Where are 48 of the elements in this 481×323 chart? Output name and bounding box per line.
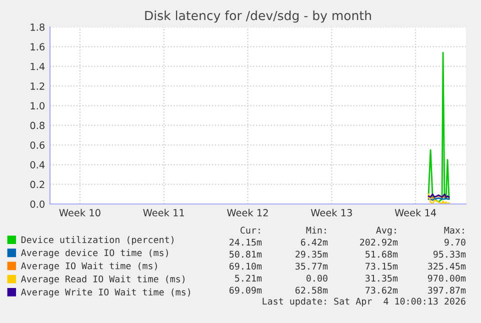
text: 397.87m	[428, 286, 466, 294]
y-tick-label: 0.0	[30, 200, 44, 208]
text: 5.21m	[235, 274, 262, 282]
legend-label: Device utilization (percent)	[21, 236, 174, 245]
text: 35.77m	[296, 262, 328, 270]
y-tick-label: 0.2	[30, 180, 44, 188]
x-tick-label: Week 13	[310, 208, 352, 216]
text: 50.81m	[230, 250, 262, 258]
text: 31.35m	[366, 274, 398, 282]
text: 0.00	[306, 274, 328, 282]
text: 69.10m	[229, 262, 262, 270]
text: 95.33m	[433, 250, 466, 258]
x-tick-label: Week 12	[227, 208, 268, 216]
legend-label: Average Write IO Wait time (ms)	[21, 288, 190, 298]
y-tick-label: 0.6	[30, 141, 45, 149]
y-tick-label: 1.0	[30, 102, 44, 110]
text: 29.35m	[296, 250, 328, 258]
y-tick-label: 1.4	[30, 62, 45, 70]
text: 62.58m	[295, 286, 328, 294]
text: Max:	[444, 226, 464, 234]
text: Last update: Sat Apr 4 10:00:13 2026	[262, 298, 466, 306]
chart-title: Disk latency for /dev/sdg - by month	[145, 10, 371, 23]
text: Min:	[306, 226, 326, 234]
legend-label: Average IO Wait time (ms)	[21, 262, 157, 272]
x-tick-label: Week 10	[59, 208, 100, 216]
x-tick-label: Week 11	[143, 208, 184, 216]
text: 6.42m	[301, 238, 328, 246]
text: Cur:	[240, 226, 260, 234]
line-series	[428, 193, 450, 204]
text: 24.15m	[230, 238, 262, 246]
text: 51.68m	[366, 250, 398, 258]
x-tick-label: Week 14	[394, 208, 436, 216]
text: 325.45m	[428, 262, 466, 270]
text: 69.09m	[229, 286, 262, 294]
text: Avg:	[376, 226, 396, 236]
text: 202.92m	[360, 238, 398, 246]
line-series	[428, 52, 450, 203]
y-tick-label: 0.4	[30, 161, 45, 168]
y-tick-label: 0.8	[30, 122, 44, 130]
y-tick-label: 1.6	[30, 43, 45, 50]
y-tick-label: 1.2	[30, 82, 44, 90]
text: 9.70	[444, 238, 466, 246]
legend-label: Average device IO time (ms)	[21, 249, 168, 258]
y-tick-label: 1.8	[30, 23, 44, 31]
text: 73.62m	[366, 286, 398, 294]
text: 970.00m	[428, 274, 466, 282]
legend-label: Average Read IO Wait time (ms)	[21, 275, 184, 284]
text: 73.15m	[366, 262, 398, 270]
